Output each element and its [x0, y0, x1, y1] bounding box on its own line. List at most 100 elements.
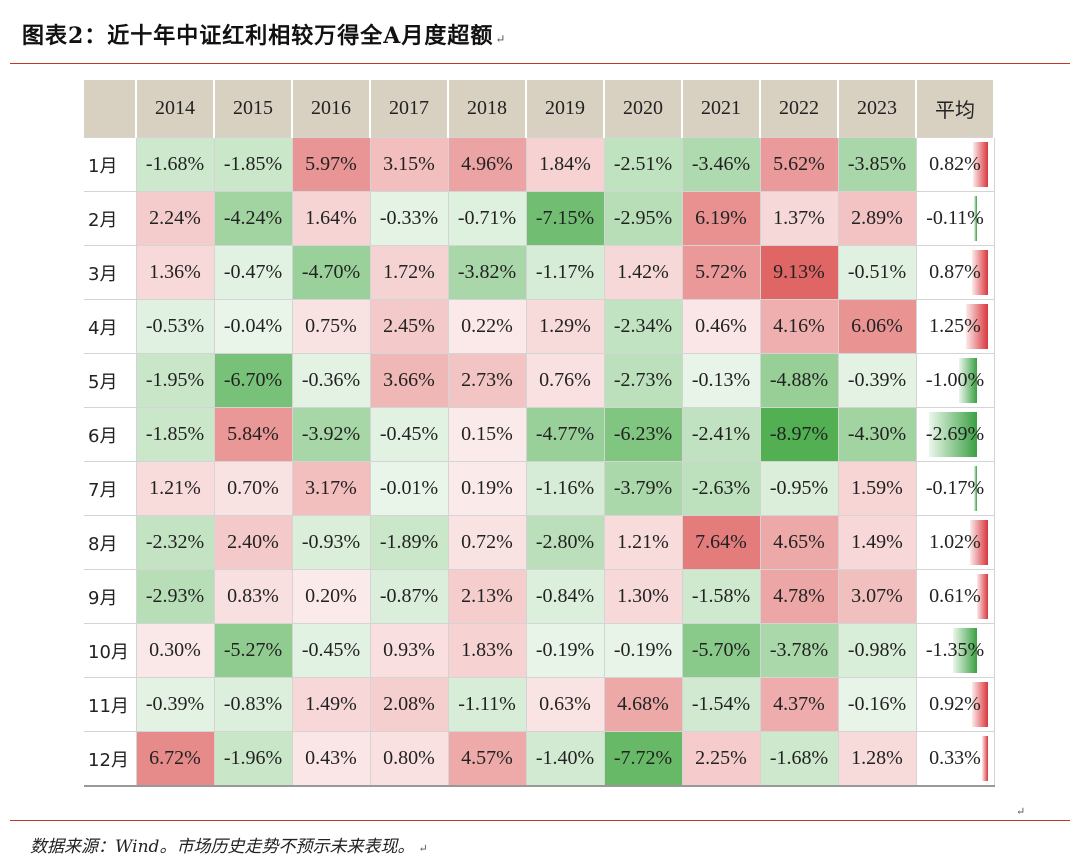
- source-note-text: 数据来源：Wind。市场历史走势不预示未来表现。: [30, 837, 415, 857]
- heatmap-cell: 4.78%: [759, 569, 839, 624]
- heatmap-cell: 1.30%: [603, 569, 683, 624]
- heatmap-cell: -6.70%: [213, 353, 293, 408]
- table-row: 10月 0.30% -5.27% -0.45% 0.93% 1.83% -0.19% -0.1…: [84, 623, 995, 678]
- heatmap-cell: 1.72%: [369, 245, 449, 300]
- table-row: 12月 6.72% -1.96% 0.43% 0.80% 4.57% -1.40% -7.72…: [84, 731, 995, 787]
- average-value: 0.61%: [929, 585, 981, 607]
- heatmap-cell: 2.08%: [369, 677, 449, 732]
- header-year: 2018: [448, 80, 527, 138]
- heatmap-cell: -0.53%: [135, 299, 215, 354]
- heatmap-cell: -1.95%: [135, 353, 215, 408]
- average-cell: 1.02%: [915, 515, 995, 570]
- header-average: 平均: [916, 80, 995, 138]
- heatmap-cell: 1.59%: [837, 461, 917, 516]
- average-value: -2.69%: [925, 423, 985, 445]
- heatmap-cell: 1.28%: [837, 731, 917, 787]
- source-note: 数据来源：Wind。市场历史走势不预示未来表现。 ↵: [30, 832, 428, 857]
- heatmap-cell: -1.89%: [369, 515, 449, 570]
- heatmap-cell: 1.42%: [603, 245, 683, 300]
- average-databar: [971, 250, 988, 295]
- heatmap-cell: 1.83%: [447, 623, 527, 678]
- average-databar: [981, 736, 988, 781]
- heatmap-cell: -0.16%: [837, 677, 917, 732]
- row-month-label: 7月: [84, 461, 137, 516]
- average-databar: [958, 358, 977, 403]
- heatmap-cell: 1.64%: [291, 191, 371, 246]
- average-value: -1.35%: [925, 639, 985, 661]
- header-year: 2015: [214, 80, 293, 138]
- heatmap-cell: 4.57%: [447, 731, 527, 787]
- heatmap-cell: 3.07%: [837, 569, 917, 624]
- average-cell: -1.35%: [915, 623, 995, 678]
- average-databar: [972, 142, 988, 187]
- heatmap-cell: 0.72%: [447, 515, 527, 570]
- top-rule: [10, 63, 1070, 64]
- heatmap-cell: -4.77%: [525, 407, 605, 462]
- heatmap-cell: -7.15%: [525, 191, 605, 246]
- average-databar: [952, 628, 977, 673]
- heatmap-cell: 7.64%: [681, 515, 761, 570]
- average-databar: [976, 574, 988, 619]
- heatmap-cell: 9.13%: [759, 245, 839, 300]
- heatmap-cell: -0.36%: [291, 353, 371, 408]
- heatmap-cell: -0.13%: [681, 353, 761, 408]
- heatmap-cell: 0.75%: [291, 299, 371, 354]
- heatmap-cell: -0.98%: [837, 623, 917, 678]
- average-cell: 0.33%: [915, 731, 995, 787]
- average-cell: 0.92%: [915, 677, 995, 732]
- average-cell: -2.69%: [915, 407, 995, 462]
- heatmap-cell: -0.04%: [213, 299, 293, 354]
- average-value: -1.00%: [925, 369, 985, 391]
- heatmap-cell: -0.93%: [291, 515, 371, 570]
- heatmap-cell: 2.73%: [447, 353, 527, 408]
- heatmap-cell: -1.16%: [525, 461, 605, 516]
- header-year: 2016: [292, 80, 371, 138]
- heatmap-cell: -0.39%: [135, 677, 215, 732]
- heatmap-cell: -1.85%: [135, 407, 215, 462]
- row-month-label: 8月: [84, 515, 137, 570]
- heatmap-cell: 5.97%: [291, 137, 371, 192]
- average-cell: 0.61%: [915, 569, 995, 624]
- average-databar: [969, 520, 988, 565]
- heatmap-cell: 5.72%: [681, 245, 761, 300]
- heatmap-cell: -0.84%: [525, 569, 605, 624]
- heatmap-cell: 1.21%: [603, 515, 683, 570]
- heatmap-cell: -0.01%: [369, 461, 449, 516]
- heatmap-cell: -0.87%: [369, 569, 449, 624]
- heatmap-cell: -3.82%: [447, 245, 527, 300]
- average-value: 1.02%: [929, 531, 981, 553]
- average-cell: 0.87%: [915, 245, 995, 300]
- row-month-label: 9月: [84, 569, 137, 624]
- heatmap-cell: -1.85%: [213, 137, 293, 192]
- heatmap-cell: -2.80%: [525, 515, 605, 570]
- heatmap-cell: 0.43%: [291, 731, 371, 787]
- heatmap-cell: 0.80%: [369, 731, 449, 787]
- table-row: 11月 -0.39% -0.83% 1.49% 2.08% -1.11% 0.63% 4.68…: [84, 677, 995, 732]
- heatmap-cell: -5.27%: [213, 623, 293, 678]
- average-databar: [973, 196, 977, 241]
- heatmap-cell: -2.34%: [603, 299, 683, 354]
- heatmap-cell: 4.16%: [759, 299, 839, 354]
- heatmap-cell: -4.70%: [291, 245, 371, 300]
- heatmap-cell: 0.76%: [525, 353, 605, 408]
- table-header-row: 2014 2015 2016 2017 2018 2019 2020 2021 2022 2023…: [84, 80, 995, 138]
- average-value: 0.33%: [929, 747, 981, 769]
- heatmap-cell: -0.47%: [213, 245, 293, 300]
- heatmap-cell: -1.54%: [681, 677, 761, 732]
- paragraph-mark: ↵: [418, 842, 428, 855]
- average-cell: -1.00%: [915, 353, 995, 408]
- heatmap-cell: -6.23%: [603, 407, 683, 462]
- heatmap-cell: 3.15%: [369, 137, 449, 192]
- row-month-label: 4月: [84, 299, 137, 354]
- heatmap-cell: 2.24%: [135, 191, 215, 246]
- heatmap-cell: -0.95%: [759, 461, 839, 516]
- row-month-label: 6月: [84, 407, 137, 462]
- table-row: 5月 -1.95% -6.70% -0.36% 3.66% 2.73% 0.76% -2.73…: [84, 353, 995, 408]
- heatmap-cell: -3.46%: [681, 137, 761, 192]
- figure-title: 图表2：近十年中证红利相较万得全A月度超额 ↵: [22, 18, 506, 50]
- heatmap-cell: -0.71%: [447, 191, 527, 246]
- heatmap-cell: -1.17%: [525, 245, 605, 300]
- heatmap-cell: -0.45%: [291, 623, 371, 678]
- row-month-label: 11月: [84, 677, 137, 732]
- heatmap-cell: 6.06%: [837, 299, 917, 354]
